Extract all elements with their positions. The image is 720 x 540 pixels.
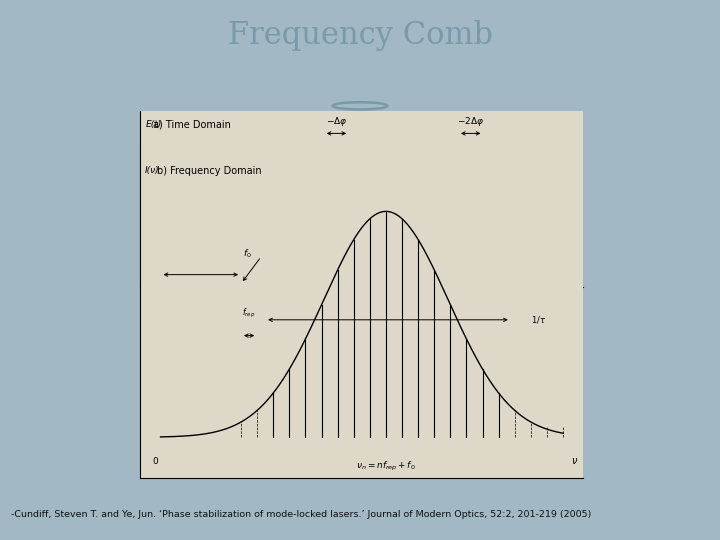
Text: Frequency Comb: Frequency Comb bbox=[228, 21, 492, 51]
Text: $\nu$: $\nu$ bbox=[571, 456, 578, 467]
Text: a) Time Domain: a) Time Domain bbox=[153, 120, 231, 130]
Text: $\nu_n = nf_{rep} + f_0$: $\nu_n = nf_{rep} + f_0$ bbox=[356, 460, 416, 474]
Text: $-2\Delta\varphi$: $-2\Delta\varphi$ bbox=[457, 115, 485, 128]
Text: t: t bbox=[568, 195, 572, 205]
Text: $-\Delta\varphi$: $-\Delta\varphi$ bbox=[325, 115, 347, 128]
Text: E(t): E(t) bbox=[146, 120, 162, 129]
Text: $T = 1/f_{rep}$: $T = 1/f_{rep}$ bbox=[383, 271, 424, 284]
Text: $1/\tau$: $1/\tau$ bbox=[531, 314, 546, 325]
Text: $\tau$: $\tau$ bbox=[199, 148, 206, 158]
Text: $f_0$: $f_0$ bbox=[243, 247, 252, 260]
Text: b) Frequency Domain: b) Frequency Domain bbox=[156, 166, 261, 176]
Text: $f_{rep}$: $f_{rep}$ bbox=[243, 307, 256, 320]
Text: -Cundiff, Steven T. and Ye, Jun. ‘Phase stabilization of mode-locked lasers.’ Jo: -Cundiff, Steven T. and Ye, Jun. ‘Phase … bbox=[11, 510, 591, 519]
Text: 0: 0 bbox=[153, 457, 158, 467]
Text: I(ν): I(ν) bbox=[145, 166, 159, 175]
